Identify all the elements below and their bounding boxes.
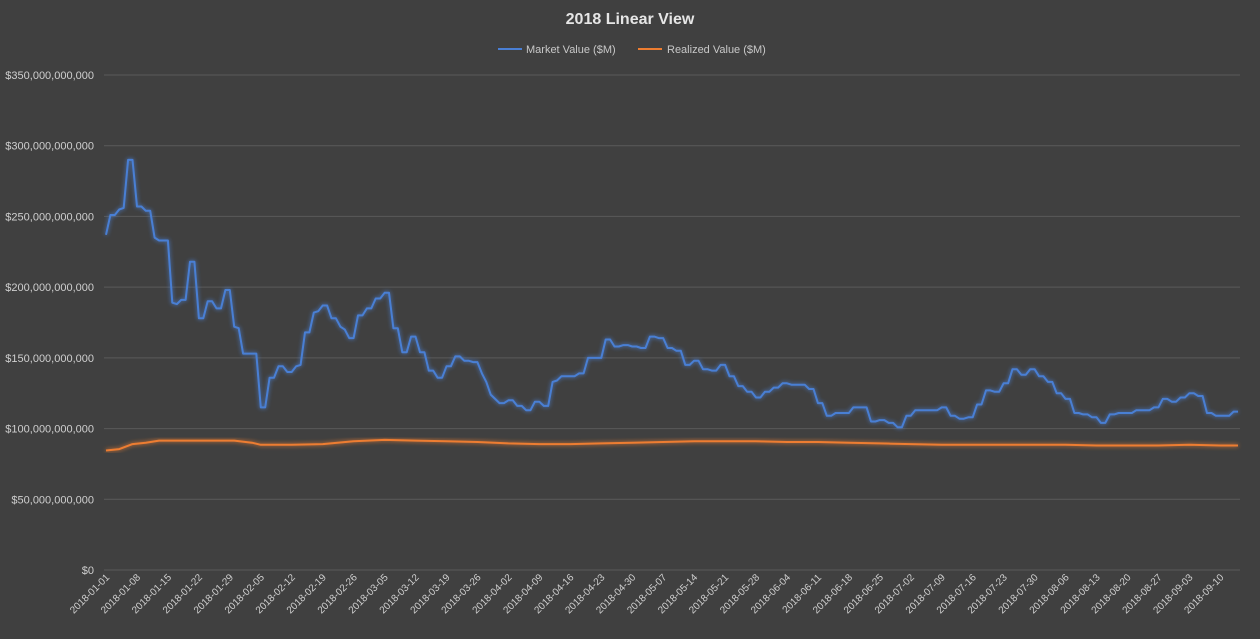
legend-item: Realized Value ($M) (638, 44, 766, 56)
legend-label: Market Value ($M) (526, 44, 616, 56)
y-tick-label: $350,000,000,000 (5, 70, 94, 82)
y-tick-label: $300,000,000,000 (5, 141, 94, 153)
y-tick-label: $150,000,000,000 (5, 353, 94, 365)
legend-item: Market Value ($M) (498, 44, 616, 56)
legend: Market Value ($M) Realized Value ($M) (498, 44, 766, 56)
y-tick-label: $100,000,000,000 (5, 424, 94, 436)
series-group (105, 158, 1238, 452)
y-tick-label: $0 (82, 565, 94, 577)
gridlines (104, 74, 1240, 571)
y-tick-label: $50,000,000,000 (11, 494, 94, 506)
y-tick-label: $250,000,000,000 (5, 211, 94, 223)
realized-value-line (105, 438, 1238, 452)
chart-title: 2018 Linear View (566, 11, 695, 28)
y-tick-label: $200,000,000,000 (5, 282, 94, 294)
market-value-line (105, 158, 1238, 429)
y-axis: $0 $50,000,000,000 $100,000,000,000 $150,00… (5, 70, 94, 577)
x-axis: 2018-01-012018-01-082018-01-152018-01-22… (68, 572, 1227, 616)
legend-label: Realized Value ($M) (667, 44, 766, 56)
